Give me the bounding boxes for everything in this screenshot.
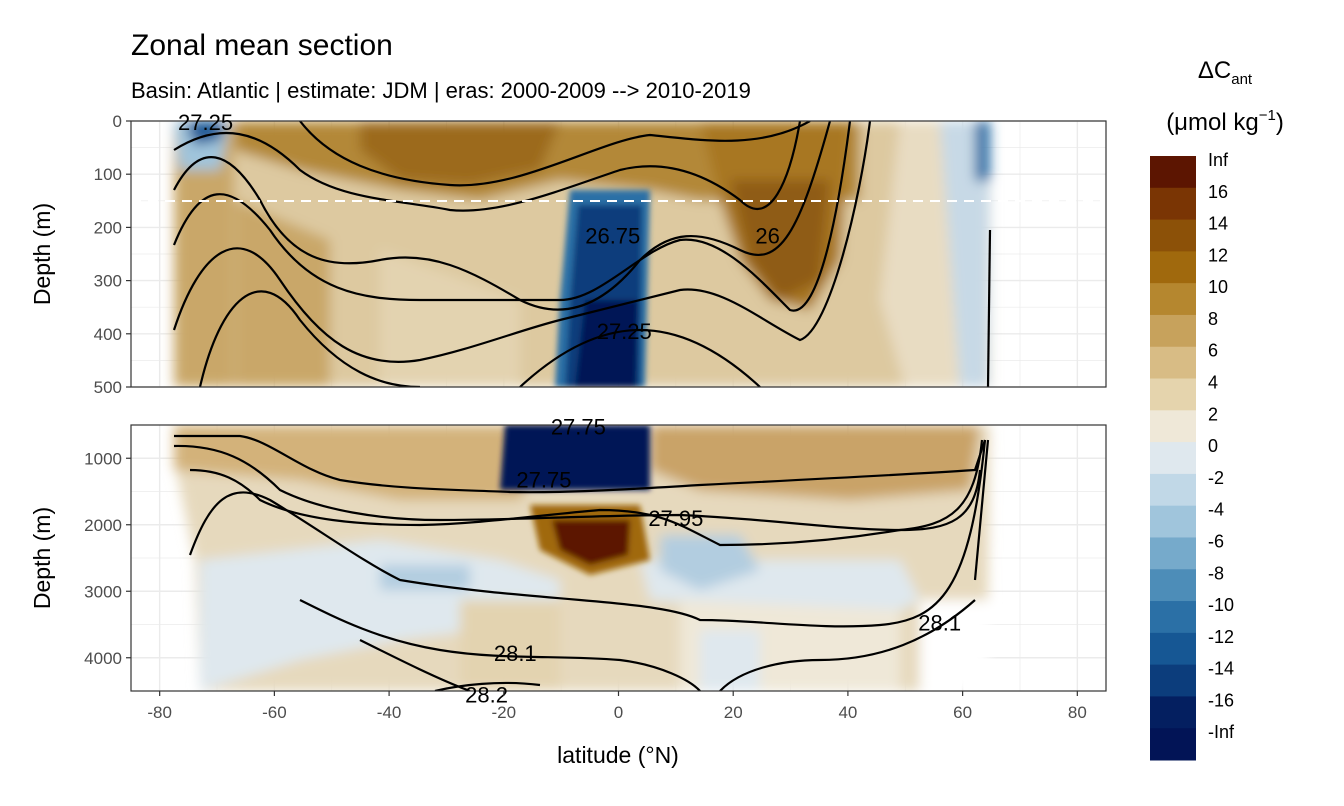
x-tick-label: 0 <box>614 703 623 722</box>
y-tick-label: 4000 <box>84 649 122 668</box>
legend-color-swatch <box>1150 569 1196 602</box>
legend-color-swatch <box>1150 664 1196 697</box>
chart-subtitle: Basin: Atlantic | estimate: JDM | eras: … <box>131 78 751 103</box>
isopycnal-label: 27.25 <box>597 319 652 344</box>
legend-color-swatch <box>1150 283 1196 316</box>
legend-tick-label: -16 <box>1208 690 1234 710</box>
y-tick-label: 300 <box>94 272 122 291</box>
legend-colorbar <box>1150 156 1196 761</box>
y-tick-label: 500 <box>94 378 122 397</box>
legend-color-swatch <box>1150 442 1196 475</box>
legend-tick-label: 10 <box>1208 277 1228 297</box>
isopycnal-label: 26.75 <box>585 223 640 248</box>
y-tick-label: 0 <box>113 112 122 131</box>
y-tick-label: 1000 <box>84 449 122 468</box>
y-tick-label: 3000 <box>84 582 122 601</box>
isopycnal-label: 27.75 <box>551 414 606 439</box>
legend-tick-label: 2 <box>1208 404 1218 424</box>
y-tick-label: 400 <box>94 325 122 344</box>
x-tick-label: 60 <box>953 703 972 722</box>
isopycnal-label: 26 <box>755 223 779 248</box>
legend-tick-label: -10 <box>1208 595 1234 615</box>
legend-tick-label: 0 <box>1208 436 1218 456</box>
isopycnal-label: 27.75 <box>516 468 571 493</box>
legend-tick-label: 8 <box>1208 309 1218 329</box>
legend-color-swatch <box>1150 378 1196 411</box>
legend-tick-label: -8 <box>1208 563 1224 583</box>
upper-panel-border <box>130 120 1107 388</box>
lower-panel: 1000 2000 3000 4000 <box>84 424 1107 692</box>
legend-unit: (μmol kg−1) <box>1166 107 1284 136</box>
x-axis-ticks: -80 -60 -40 -20 0 20 40 60 80 <box>147 691 1087 722</box>
legend-tick-label: 16 <box>1208 182 1228 202</box>
legend-tick-label: -14 <box>1208 659 1234 679</box>
legend-color-swatch <box>1150 473 1196 507</box>
y-axis-label-lower: Depth (m) <box>29 507 55 609</box>
legend-tick-label: 4 <box>1208 373 1218 393</box>
chart-title: Zonal mean section <box>131 29 393 62</box>
legend-tick-label: 12 <box>1208 245 1228 265</box>
x-tick-label: 80 <box>1068 703 1087 722</box>
y-axis-label-upper: Depth (m) <box>29 203 55 305</box>
legend-color-swatch <box>1150 219 1196 252</box>
lower-contours <box>173 434 990 691</box>
legend-color-swatch <box>1150 632 1196 666</box>
lower-y-ticks: 1000 2000 3000 4000 <box>84 449 131 668</box>
x-tick-label: -60 <box>262 703 287 722</box>
isopycnal-label: 27.25 <box>178 110 233 135</box>
y-tick-label: 2000 <box>84 516 122 535</box>
y-tick-label: 100 <box>94 165 122 184</box>
x-tick-label: -20 <box>492 703 517 722</box>
legend-color-swatch <box>1150 251 1196 284</box>
legend-tick-label: -6 <box>1208 531 1224 551</box>
color-legend: ΔCant (μmol kg−1) Inf 16 14 12 10 8 6 4 2 0 -2 -4 -6… <box>1150 57 1284 761</box>
x-tick-label: -80 <box>147 703 172 722</box>
legend-color-swatch <box>1150 410 1196 443</box>
legend-tick-label: -12 <box>1208 627 1234 647</box>
x-tick-label: 20 <box>724 703 743 722</box>
x-axis-label: latitude (°N) <box>557 742 679 768</box>
legend-labels: Inf 16 14 12 10 8 6 4 2 0 -2 -4 -6 -8 -10 -12 -14 -16 -Inf <box>1208 150 1235 742</box>
legend-color-swatch <box>1150 346 1196 380</box>
legend-color-swatch <box>1150 156 1196 189</box>
lower-panel-field <box>173 425 990 691</box>
legend-color-swatch <box>1150 314 1196 348</box>
legend-color-swatch <box>1150 696 1196 729</box>
upper-panel-field <box>131 121 1106 387</box>
isopycnal-label: 28.2 <box>465 682 508 707</box>
legend-color-swatch <box>1150 537 1196 570</box>
legend-title: ΔCant <box>1198 57 1253 88</box>
legend-color-swatch <box>1150 505 1196 538</box>
upper-panel: 0 100 200 300 400 500 <box>94 112 1107 397</box>
isopycnal-label: 28.1 <box>494 641 537 666</box>
legend-color-swatch <box>1150 187 1196 221</box>
legend-tick-label: -2 <box>1208 468 1224 488</box>
x-tick-label: 40 <box>838 703 857 722</box>
legend-tick-label: -Inf <box>1208 722 1235 742</box>
legend-tick-label: 14 <box>1208 214 1228 234</box>
legend-color-swatch <box>1150 728 1196 761</box>
legend-tick-label: -4 <box>1208 500 1224 520</box>
upper-y-ticks: 0 100 200 300 400 500 <box>94 112 131 397</box>
legend-tick-label: 6 <box>1208 341 1218 361</box>
isopycnal-label: 28.1 <box>918 611 961 636</box>
legend-tick-label: Inf <box>1208 150 1229 170</box>
x-tick-label: -40 <box>377 703 402 722</box>
isopycnal-label: 27.95 <box>648 506 703 531</box>
isopycnal-labels: 26.75 26 27.25 27.75 27.95 28.1 28.1 27.75 28.2 2… <box>178 110 961 707</box>
y-tick-label: 200 <box>94 218 122 237</box>
legend-color-swatch <box>1150 601 1196 634</box>
